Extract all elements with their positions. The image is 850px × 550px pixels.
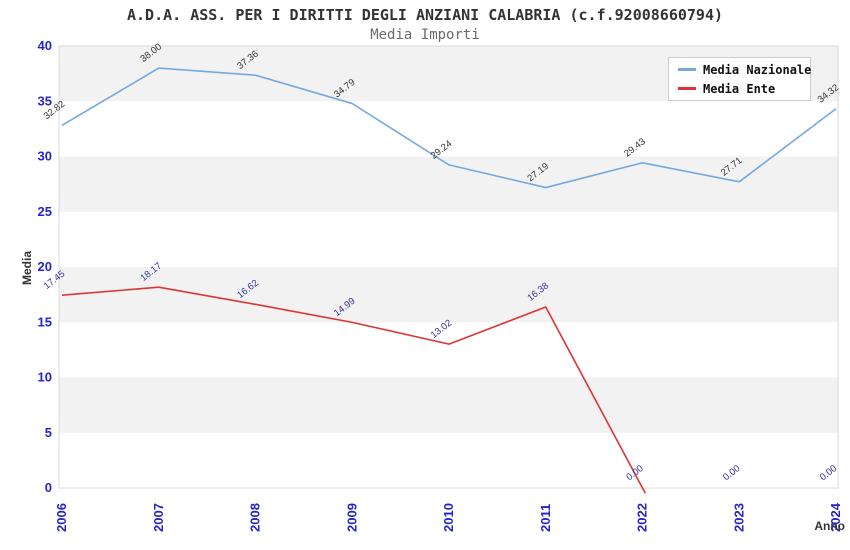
y-tick-label: 15 — [38, 314, 52, 329]
value-label: 0.00 — [721, 463, 742, 483]
plot-band — [59, 156, 838, 212]
media-ente-line-swatch — [678, 87, 696, 90]
legend-item-media-ente: Media Ente — [678, 82, 810, 96]
x-tick-label: 2023 — [731, 503, 746, 532]
y-tick-label: 5 — [45, 425, 52, 440]
x-tick-label: 2011 — [538, 504, 553, 532]
y-tick-label: 35 — [38, 93, 52, 108]
legend-label: Media Nazionale — [703, 62, 812, 77]
value-label: 0.00 — [624, 463, 645, 483]
value-label: 0.00 — [818, 463, 839, 483]
y-tick-label: 0 — [45, 480, 52, 495]
x-axis-title: Anno — [814, 519, 845, 533]
x-tick-label: 2006 — [54, 503, 69, 532]
x-tick-label: 2007 — [151, 503, 166, 532]
plot-band — [59, 377, 838, 433]
plot-band — [59, 267, 838, 323]
y-tick-label: 25 — [38, 204, 52, 219]
x-tick-label: 2008 — [248, 503, 263, 532]
chart-subtitle: Media Importi — [370, 27, 480, 43]
legend-label: Media Ente — [703, 81, 776, 96]
legend: Media Nazionale Media Ente — [668, 57, 811, 101]
y-tick-label: 40 — [38, 38, 52, 53]
x-tick-label: 2024 — [828, 502, 843, 532]
media-nazionale-line-swatch — [678, 68, 696, 71]
value-label: 29.43 — [622, 136, 648, 159]
legend-item-media-nazionale: Media Nazionale — [678, 62, 812, 77]
y-tick-label: 10 — [38, 370, 52, 385]
y-tick-label: 20 — [38, 259, 52, 274]
plot-border — [58, 45, 839, 489]
y-tick-label: 30 — [38, 149, 52, 164]
media-ente-line — [61, 286, 647, 494]
x-tick-label: 2010 — [441, 503, 456, 532]
x-tick-label: 2009 — [344, 503, 359, 532]
x-tick-label: 2022 — [635, 503, 650, 532]
y-axis-title: Media — [20, 251, 34, 285]
media-nazionale-line — [61, 67, 837, 189]
chart-title: A.D.A. ASS. PER I DIRITTI DEGLI ANZIANI … — [126, 6, 724, 24]
